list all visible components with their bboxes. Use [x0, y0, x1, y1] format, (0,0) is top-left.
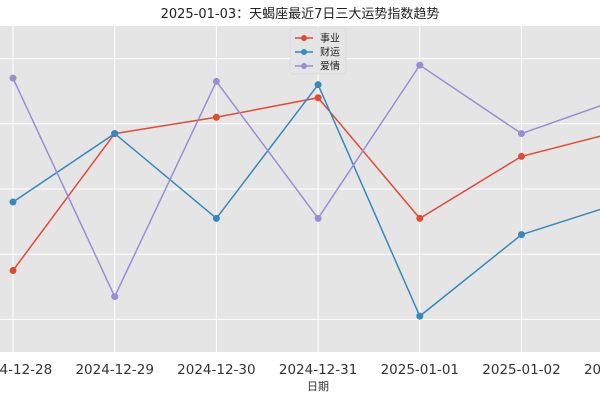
- data-point: [518, 231, 525, 239]
- data-point: [314, 81, 322, 89]
- legend-label: 财运: [320, 46, 340, 59]
- data-point: [212, 77, 220, 85]
- legend-label: 爱情: [320, 60, 340, 73]
- data-point: [518, 152, 525, 160]
- series-group: [9, 81, 600, 320]
- data-point: [212, 113, 220, 121]
- data-point: [314, 94, 322, 102]
- data-point: [9, 198, 17, 206]
- data-point: [111, 130, 119, 138]
- x-tick-label: 2025-01-02: [482, 362, 560, 378]
- x-tick-label: 2024-12-29: [75, 362, 153, 378]
- chart-title: 2025-01-03：天蝎座最近7日三大运势指数趋势: [161, 6, 440, 22]
- legend-marker: [301, 49, 307, 55]
- series-layer: [9, 61, 600, 320]
- data-point: [518, 130, 525, 138]
- x-tick-label: 2024-12-28: [0, 362, 52, 378]
- data-point: [416, 214, 424, 222]
- data-point: [212, 214, 220, 222]
- data-point: [111, 293, 119, 301]
- x-tick-label: 2024-12-31: [279, 362, 357, 378]
- x-axis-ticks: 2024-12-28 2024-12-29 2024-12-30 2024-12-31…: [0, 362, 600, 378]
- data-point: [416, 312, 424, 320]
- series-group: [9, 61, 600, 301]
- x-tick-label: 2025-01-01: [381, 362, 459, 378]
- legend-marker: [301, 63, 307, 69]
- legend-label: 事业: [320, 32, 340, 45]
- legend-marker: [301, 35, 307, 41]
- x-axis-label: 日期: [307, 380, 329, 393]
- data-point: [9, 74, 17, 82]
- data-point: [314, 214, 322, 222]
- x-tick-label: 2025-01-03: [584, 362, 600, 378]
- data-point: [416, 61, 424, 69]
- x-tick-label: 2024-12-30: [177, 362, 255, 378]
- data-point: [9, 267, 17, 274]
